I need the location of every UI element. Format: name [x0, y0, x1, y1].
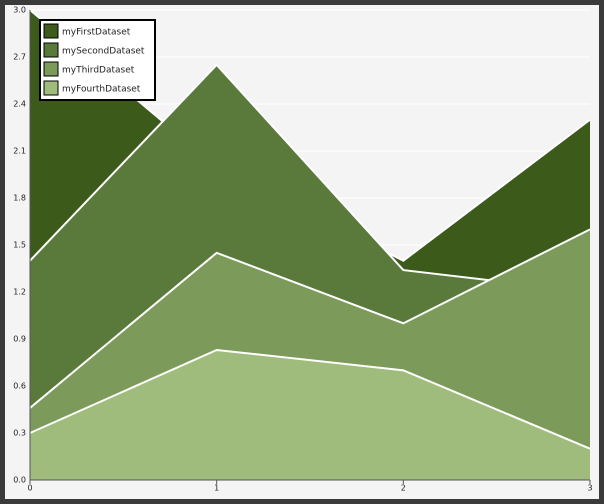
y-tick-label: 3.0	[13, 6, 26, 15]
legend-swatch	[43, 23, 59, 39]
legend-swatch	[43, 42, 59, 58]
x-tick-label: 1	[214, 484, 219, 493]
legend-label: mySecondDataset	[62, 47, 145, 57]
area	[30, 349, 590, 480]
area-line	[29, 348, 591, 450]
y-tick-label: 2.1	[13, 147, 26, 156]
legend-swatch	[43, 61, 59, 77]
y-tick-label: 2.7	[13, 53, 26, 62]
area-line	[29, 228, 591, 409]
y-tick-label: 0.0	[13, 476, 26, 485]
legend-label: myThirdDataset	[62, 66, 135, 76]
legend-label: myFourthDataset	[62, 85, 141, 95]
legend-box	[39, 19, 156, 101]
y-tick-label: 0.9	[13, 335, 26, 344]
y-tick-label: 0.3	[13, 429, 26, 438]
y-tick-label: 0.6	[13, 382, 26, 391]
x-tick-label: 3	[587, 484, 592, 493]
x-tick-label: 2	[401, 484, 406, 493]
y-tick-label: 1.8	[13, 194, 26, 203]
x-tick-label: 0	[27, 484, 32, 493]
y-tick-label: 1.5	[13, 241, 26, 250]
y-tick-label: 1.2	[13, 288, 26, 297]
legend-label: myFirstDataset	[62, 28, 131, 38]
legend-swatch	[43, 80, 59, 96]
y-tick-label: 2.4	[13, 100, 26, 109]
